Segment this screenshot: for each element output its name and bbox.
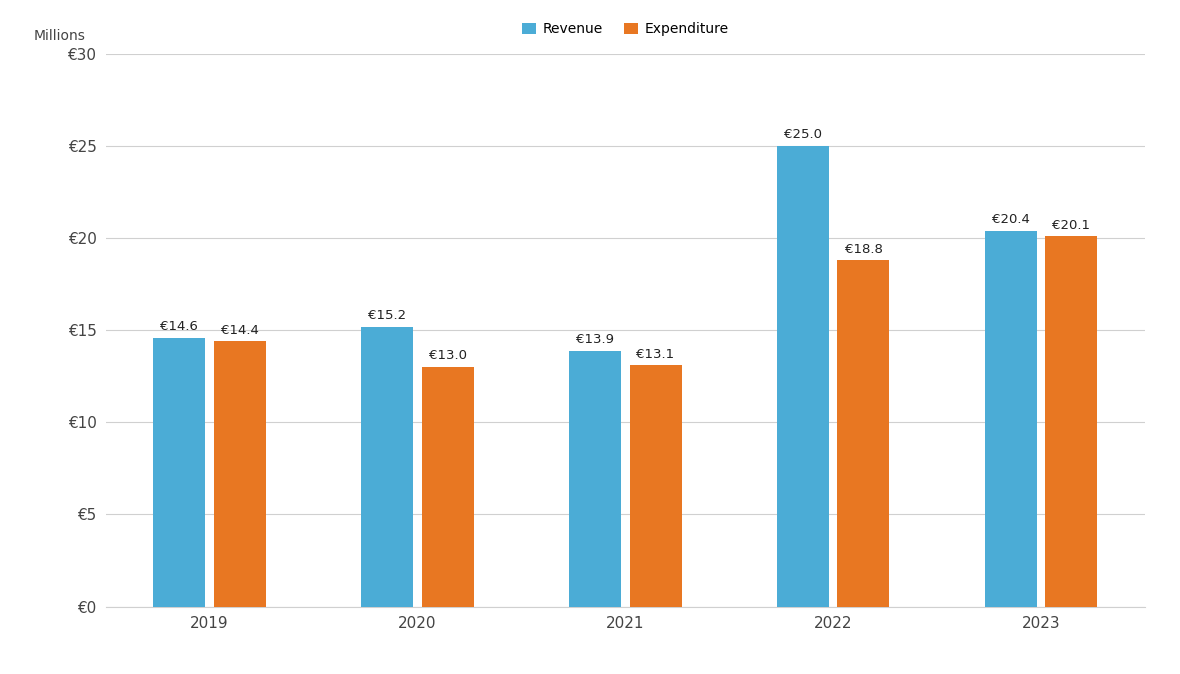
Bar [630,365,682,607]
Text: €13.0: €13.0 [428,350,466,363]
Bar [153,338,205,607]
Text: €18.8: €18.8 [845,243,883,255]
Text: €14.4: €14.4 [221,324,258,337]
Text: €14.6: €14.6 [160,320,198,333]
Bar [569,350,621,607]
Text: €20.1: €20.1 [1053,218,1090,232]
Bar [214,341,266,607]
Text: Millions: Millions [33,29,85,43]
Bar [778,146,830,607]
Text: €13.9: €13.9 [576,333,615,346]
Legend: Revenue, Expenditure: Revenue, Expenditure [517,17,734,42]
Bar [838,260,890,607]
Text: €13.1: €13.1 [636,348,675,361]
Bar [421,367,473,607]
Text: €25.0: €25.0 [785,129,822,142]
Text: €20.4: €20.4 [992,213,1030,226]
Text: €15.2: €15.2 [368,309,406,322]
Bar [361,327,413,607]
Bar [1045,237,1097,607]
Bar [985,231,1037,607]
